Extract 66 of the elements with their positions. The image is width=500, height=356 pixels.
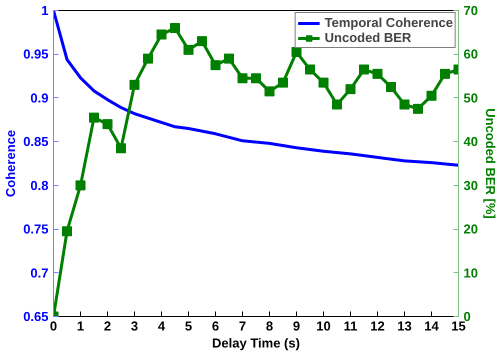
y-tick-label: 0.9 — [30, 90, 49, 106]
point — [156, 30, 166, 40]
point — [292, 47, 302, 58]
x-tick-label: 9 — [292, 318, 300, 334]
y2-tick-label: 0 — [464, 309, 471, 324]
y-tick-label: 0.75 — [23, 222, 49, 237]
point — [372, 68, 382, 79]
x-tick-label: 5 — [184, 318, 192, 334]
x-tick-label: 14 — [424, 318, 440, 334]
y-tick-label: 0.8 — [30, 178, 49, 193]
y2-tick-label: 60 — [464, 46, 478, 62]
point — [62, 226, 72, 236]
x-tick-label: 0 — [50, 318, 58, 334]
point — [400, 99, 410, 110]
x-tick-label: 4 — [158, 318, 166, 334]
x-tick-label: 7 — [238, 318, 246, 334]
legend-label: Temporal Coherence — [324, 15, 453, 30]
y2-tick-label: 10 — [464, 265, 478, 280]
point — [305, 64, 315, 75]
y2-tick-label: 30 — [464, 178, 478, 193]
x-tick-label: 1 — [76, 318, 84, 334]
y2-axis-title: Uncoded BER [%] — [482, 108, 498, 219]
x-tick-label: 13 — [397, 318, 412, 334]
x-tick-label: 10 — [316, 318, 331, 334]
line-series — [54, 10, 458, 167]
point — [346, 84, 356, 94]
point — [318, 78, 328, 88]
point — [426, 90, 436, 101]
y-tick-label: 0.85 — [23, 134, 49, 150]
y-axis-title: Coherence — [3, 130, 18, 198]
point — [184, 44, 194, 55]
point — [210, 60, 220, 70]
point — [224, 54, 234, 64]
y2-tick-label: 50 — [464, 90, 478, 106]
y2-tick-label: 40 — [464, 134, 478, 150]
y-tick-label: 0.65 — [23, 309, 49, 324]
point — [76, 180, 86, 190]
y-tick-label: 1 — [41, 3, 49, 18]
point — [197, 36, 207, 46]
point — [278, 78, 288, 88]
y2-tick-label: 20 — [464, 222, 478, 237]
point — [116, 143, 126, 154]
x-tick-label: 8 — [266, 318, 274, 334]
point — [386, 82, 396, 92]
x-tick-label: 12 — [370, 318, 385, 334]
y2-tick-label: 70 — [464, 3, 478, 18]
x-axis-title: Delay Time (s) — [212, 336, 300, 350]
point — [251, 73, 261, 84]
x-tick-label: 2 — [104, 318, 112, 334]
point — [264, 86, 274, 96]
point — [130, 80, 140, 90]
point — [440, 68, 450, 79]
point — [89, 112, 99, 123]
point — [413, 104, 423, 114]
point — [143, 54, 153, 64]
point — [238, 73, 248, 84]
point — [102, 119, 112, 130]
x-tick-label: 11 — [344, 318, 358, 334]
y-tick-label: 0.95 — [23, 46, 49, 62]
y-tick-label: 0.7 — [30, 265, 49, 280]
legend-label: Uncoded BER — [324, 30, 412, 45]
x-tick-label: 3 — [130, 318, 138, 334]
point — [359, 64, 369, 75]
x-tick-label: 6 — [212, 318, 220, 334]
point — [170, 22, 180, 33]
point — [332, 99, 342, 110]
